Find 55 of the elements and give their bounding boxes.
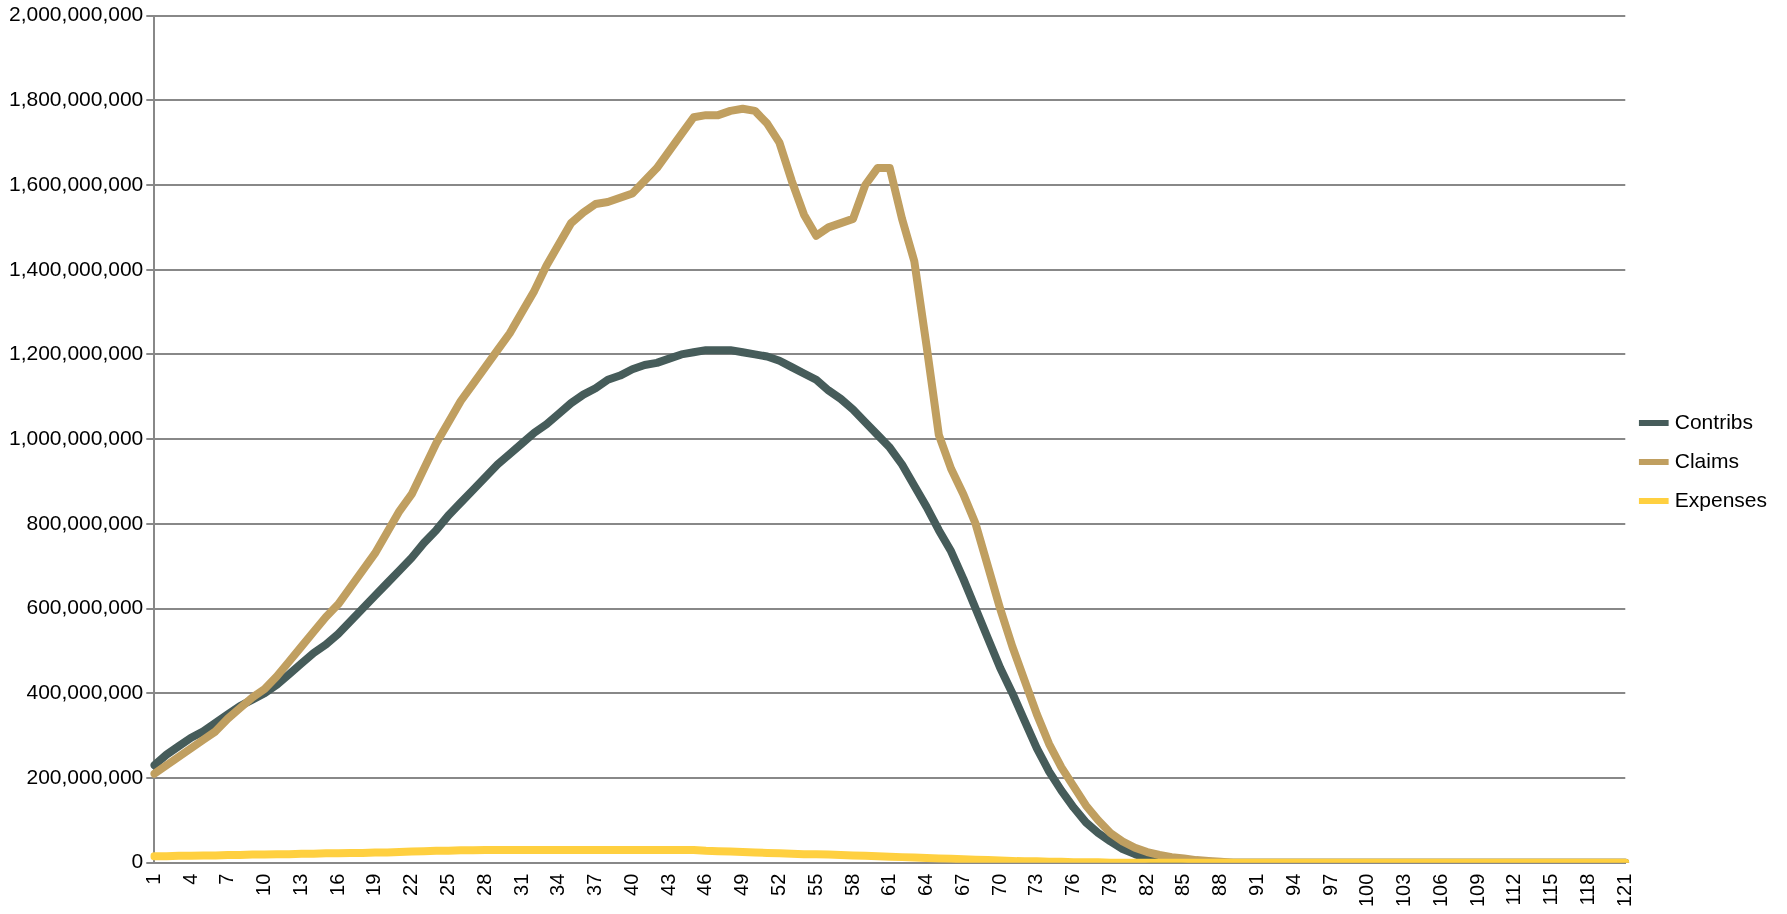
x-tick-label: 52: [766, 873, 789, 896]
y-tick-label: 2,000,000,000: [9, 2, 144, 26]
y-tick-label: 1,000,000,000: [9, 425, 144, 449]
x-tick-label: 58: [840, 873, 863, 896]
y-tick-label: 1,200,000,000: [9, 341, 144, 365]
x-tick-label: 73: [1024, 873, 1047, 896]
x-tick-label: 7: [215, 873, 238, 885]
x-tick-label: 10: [252, 873, 275, 896]
y-tick-label: 0: [131, 849, 144, 873]
x-tick-label: 64: [914, 873, 937, 896]
y-tick-label: 1,800,000,000: [9, 87, 144, 111]
x-tick-label: 118: [1576, 873, 1599, 906]
x-tick-label: 112: [1502, 873, 1525, 906]
legend-label: Expenses: [1674, 487, 1768, 511]
x-tick-label: 103: [1392, 873, 1415, 908]
x-tick-label: 79: [1097, 873, 1120, 896]
x-tick-label: 46: [693, 873, 716, 896]
x-tick-label: 109: [1465, 873, 1488, 908]
x-tick-label: 100: [1355, 873, 1378, 908]
x-tick-label: 94: [1281, 873, 1304, 896]
x-tick-label: 22: [399, 873, 422, 896]
x-tick-label: 97: [1318, 873, 1341, 896]
x-tick-label: 55: [803, 873, 826, 896]
x-tick-label: 16: [325, 873, 348, 896]
x-tick-label: 13: [288, 873, 311, 896]
x-tick-label: 4: [178, 873, 201, 885]
y-tick-label: 200,000,000: [26, 764, 144, 788]
x-tick-label: 91: [1245, 873, 1268, 896]
x-tick-label: 37: [583, 873, 606, 896]
x-tick-label: 1: [141, 873, 164, 885]
x-tick-label: 25: [436, 873, 459, 896]
x-tick-label: 34: [546, 873, 569, 896]
x-tick-label: 82: [1134, 873, 1157, 896]
x-tick-label: 19: [362, 873, 385, 896]
y-tick-label: 1,400,000,000: [9, 256, 144, 280]
legend-label: Contribs: [1674, 409, 1753, 433]
y-tick-label: 400,000,000: [26, 680, 144, 704]
x-tick-label: 76: [1061, 873, 1084, 896]
y-tick-label: 800,000,000: [26, 510, 144, 534]
x-tick-label: 49: [730, 873, 753, 896]
y-tick-label: 1,600,000,000: [9, 171, 144, 195]
x-tick-label: 61: [877, 873, 900, 896]
x-tick-label: 40: [619, 873, 642, 896]
x-tick-label: 67: [950, 873, 973, 896]
x-tick-label: 85: [1171, 873, 1194, 896]
x-tick-label: 43: [656, 873, 679, 896]
x-tick-label: 121: [1612, 873, 1635, 908]
legend-label: Claims: [1674, 448, 1739, 472]
x-tick-label: 115: [1539, 873, 1562, 906]
x-tick-label: 88: [1208, 873, 1231, 896]
x-tick-label: 70: [987, 873, 1010, 896]
x-tick-label: 28: [472, 873, 495, 896]
x-tick-label: 31: [509, 873, 532, 896]
x-tick-label: 106: [1428, 873, 1451, 908]
y-tick-label: 600,000,000: [26, 595, 144, 619]
